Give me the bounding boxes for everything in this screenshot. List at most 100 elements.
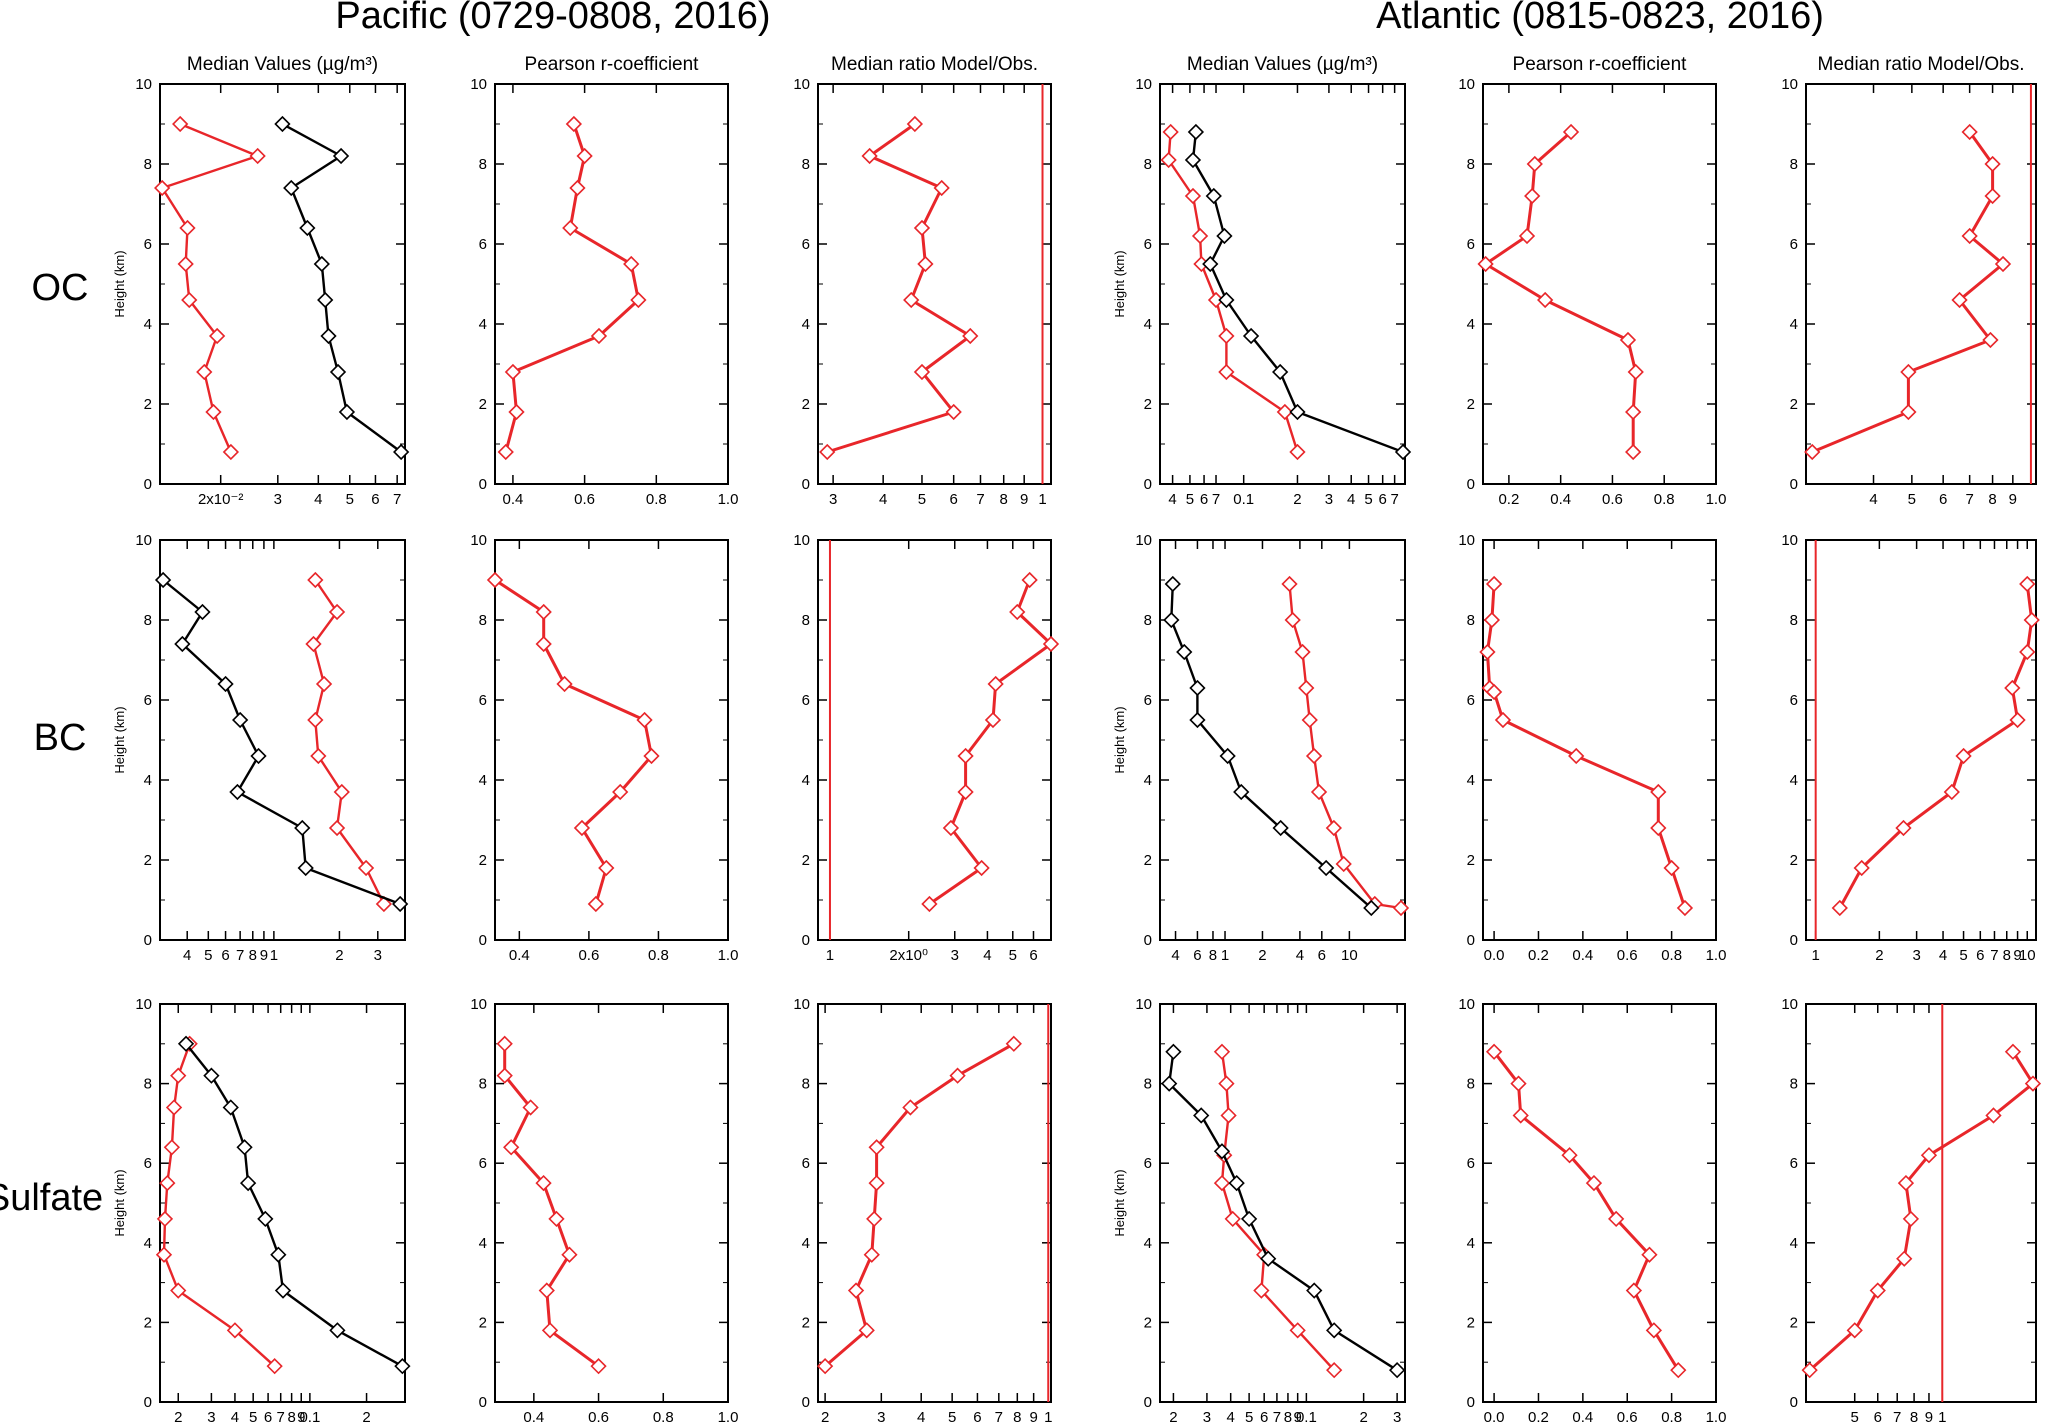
y-tick-label: 2: [802, 852, 810, 869]
data-point-model: [305, 635, 322, 653]
series-line-obs: [1167, 1051, 1398, 1372]
y-tick-label: 6: [1144, 692, 1152, 709]
x-tick-label: 0.4: [1572, 1409, 1593, 1425]
data-point-model: [1961, 123, 1978, 141]
x-tick-label: 4: [917, 1409, 925, 1425]
x-tick-label: 4: [1869, 491, 1877, 508]
panel-title: Median ratio Model/Obs.: [831, 54, 1038, 75]
y-tick-label: 8: [1144, 612, 1152, 629]
x-tick-label: 1: [1044, 1409, 1052, 1425]
data-point-model: [1526, 155, 1543, 173]
x-tick-label: 2: [174, 1409, 182, 1425]
y-tick-label: 4: [144, 316, 152, 333]
panel-atl-bc-r: 0 2 4 6 8 10 0.0 0.2 0.4 0.6 0.8 1.0: [1458, 532, 1726, 964]
data-point-model: [816, 1358, 834, 1375]
data-point-model: [2009, 711, 2026, 729]
plot-frame: [494, 83, 729, 485]
data-point-model: [1213, 1043, 1231, 1060]
y-tick-label: 2: [144, 1314, 152, 1331]
x-tick-label: 3: [1393, 1409, 1401, 1425]
data-point-model: [1619, 331, 1637, 349]
x-tick-label: 1: [1812, 947, 1820, 964]
y-tick-label: 4: [1790, 316, 1798, 333]
x-tick-label: 9: [1020, 491, 1028, 508]
data-point-model: [535, 635, 552, 653]
data-point-model: [1042, 635, 1060, 653]
y-tick-label: 4: [802, 1235, 810, 1252]
data-point-model: [1900, 403, 1917, 421]
data-point-obs: [1388, 1362, 1406, 1379]
x-tick-label: 7: [1390, 491, 1398, 508]
y-tick-label: 4: [1144, 772, 1152, 789]
y-tick-label: 6: [144, 236, 152, 253]
x-tick-label: 5: [1364, 491, 1372, 508]
y-tick-label: 6: [1144, 1155, 1152, 1172]
x-tick-label: 0.1: [1296, 1409, 1317, 1425]
series-line-model: [1838, 583, 2034, 909]
y-tick-label: 0: [802, 932, 810, 949]
data-point-model: [1301, 711, 1318, 729]
x-tick-label: 9: [1925, 1409, 1933, 1425]
data-point-model: [1955, 747, 1972, 765]
data-point-obs: [1161, 1075, 1178, 1092]
data-point-obs: [1394, 443, 1412, 461]
x-tick-label: 5: [1245, 1409, 1253, 1425]
data-point-model: [177, 255, 194, 273]
data-point-model: [375, 895, 393, 913]
data-point-model: [307, 711, 324, 729]
x-tick-label: 9: [260, 947, 268, 964]
data-point-obs: [257, 1210, 274, 1228]
data-point-model: [1641, 1246, 1658, 1263]
data-point-obs: [320, 327, 337, 345]
data-point-obs: [1242, 327, 1260, 345]
y-tick-label: 2: [144, 396, 152, 413]
series-line-model: [503, 1043, 600, 1368]
data-point-model: [565, 115, 582, 133]
x-tick-label: 9: [1029, 1409, 1037, 1425]
data-point-obs: [332, 147, 350, 165]
y-tick-label: 0: [144, 1394, 152, 1411]
y-tick-label: 2: [802, 396, 810, 413]
data-point-model: [819, 443, 836, 461]
y-tick-label: 6: [479, 692, 487, 709]
data-point-model: [1335, 855, 1352, 873]
x-tick-label: 6: [1939, 491, 1947, 508]
y-tick-label: 0: [1144, 1394, 1152, 1411]
data-point-obs: [1213, 1143, 1231, 1160]
panel-title: Median ratio Model/Obs.: [1818, 54, 2025, 75]
data-point-model: [1627, 363, 1644, 381]
data-point-model: [1650, 819, 1667, 837]
data-point-model: [155, 1246, 173, 1263]
y-tick-label: 4: [1144, 1235, 1152, 1252]
x-tick-label: 5: [204, 947, 212, 964]
data-point-model: [921, 895, 938, 913]
data-point-model: [315, 675, 333, 693]
data-point-model: [623, 255, 640, 273]
data-point-model: [357, 859, 375, 877]
data-point-model: [1477, 255, 1494, 273]
data-point-model: [1897, 1174, 1915, 1192]
plot-frame: [1159, 1003, 1406, 1403]
x-tick-label: 8: [1284, 1409, 1292, 1425]
data-point-model: [496, 1035, 513, 1052]
data-point-obs: [1216, 227, 1233, 245]
data-point-obs: [1187, 123, 1205, 141]
row-label-sulfate: Sulfate: [0, 1177, 103, 1219]
y-tick-label: 10: [1781, 532, 1798, 549]
series-line-model: [162, 1043, 276, 1368]
data-point-model: [1162, 123, 1179, 141]
data-point-obs: [203, 1067, 220, 1084]
x-tick-label: 0.8: [1661, 947, 1682, 964]
series-line-obs: [185, 1043, 403, 1368]
data-point-model: [1218, 327, 1235, 345]
data-point-model: [1485, 575, 1503, 593]
row-label-oc: OC: [32, 267, 89, 309]
data-point-model: [1479, 643, 1496, 661]
x-tick-label: 3: [877, 1409, 885, 1425]
data-point-model: [538, 1282, 555, 1299]
y-tick-label: 10: [1135, 996, 1152, 1013]
x-tick-label: 5: [1009, 947, 1017, 964]
data-point-obs: [1205, 187, 1222, 205]
